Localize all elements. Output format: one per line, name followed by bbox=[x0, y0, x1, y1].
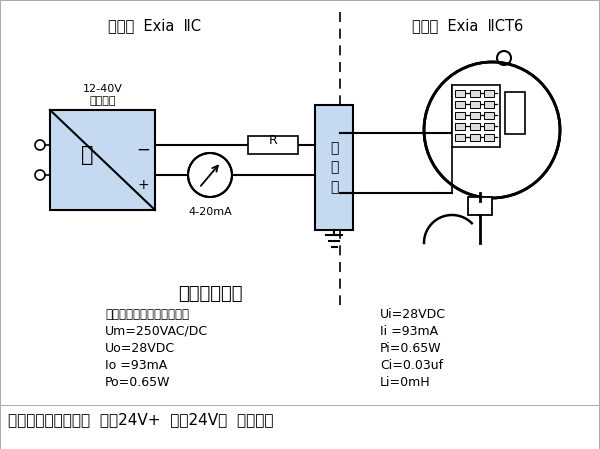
Text: −: − bbox=[136, 141, 150, 159]
Text: Ui=28VDC: Ui=28VDC bbox=[380, 308, 446, 321]
Bar bbox=[470, 112, 480, 119]
Bar bbox=[455, 134, 465, 141]
Bar bbox=[470, 123, 480, 130]
Bar bbox=[455, 112, 465, 119]
Bar bbox=[468, 197, 492, 215]
Circle shape bbox=[188, 153, 232, 197]
Text: Io =93mA: Io =93mA bbox=[105, 359, 167, 372]
Bar bbox=[505, 92, 525, 134]
Text: ～: ～ bbox=[80, 145, 93, 165]
Bar bbox=[50, 110, 155, 210]
Bar bbox=[470, 101, 480, 108]
Text: （参见安全栅适用说明书）: （参见安全栅适用说明书） bbox=[105, 308, 189, 321]
Text: 4-20mA: 4-20mA bbox=[188, 207, 232, 217]
Bar bbox=[315, 105, 353, 230]
Text: 本安型接线图: 本安型接线图 bbox=[178, 285, 242, 303]
Bar bbox=[455, 90, 465, 97]
Circle shape bbox=[424, 62, 560, 198]
Text: R: R bbox=[269, 134, 277, 147]
Bar bbox=[248, 136, 298, 154]
Text: Uo=28VDC: Uo=28VDC bbox=[105, 342, 175, 355]
Bar bbox=[452, 85, 500, 147]
Bar bbox=[484, 123, 494, 130]
Text: Po=0.65W: Po=0.65W bbox=[105, 376, 170, 389]
Text: 12-40V
直流电源: 12-40V 直流电源 bbox=[83, 84, 122, 106]
Bar bbox=[455, 123, 465, 130]
Text: 注：一体化接线方式  红：24V+  蓝：24V－  黑：接地: 注：一体化接线方式 红：24V+ 蓝：24V－ 黑：接地 bbox=[8, 412, 274, 427]
Text: Ci=0.03uf: Ci=0.03uf bbox=[380, 359, 443, 372]
Text: Ii =93mA: Ii =93mA bbox=[380, 325, 438, 338]
Text: 安全区  Exia  ⅡC: 安全区 Exia ⅡC bbox=[109, 18, 202, 33]
Text: 危险区  Exia  ⅡCT6: 危险区 Exia ⅡCT6 bbox=[412, 18, 524, 33]
Text: +: + bbox=[137, 178, 149, 192]
Bar bbox=[470, 134, 480, 141]
Text: Pi=0.65W: Pi=0.65W bbox=[380, 342, 442, 355]
Bar bbox=[484, 90, 494, 97]
Bar bbox=[470, 90, 480, 97]
Bar bbox=[484, 134, 494, 141]
Text: Li=0mH: Li=0mH bbox=[380, 376, 431, 389]
Text: Um=250VAC/DC: Um=250VAC/DC bbox=[105, 325, 208, 338]
Bar bbox=[455, 101, 465, 108]
Bar bbox=[484, 112, 494, 119]
Text: 安
全
栅: 安 全 栅 bbox=[330, 141, 338, 194]
Bar bbox=[484, 101, 494, 108]
